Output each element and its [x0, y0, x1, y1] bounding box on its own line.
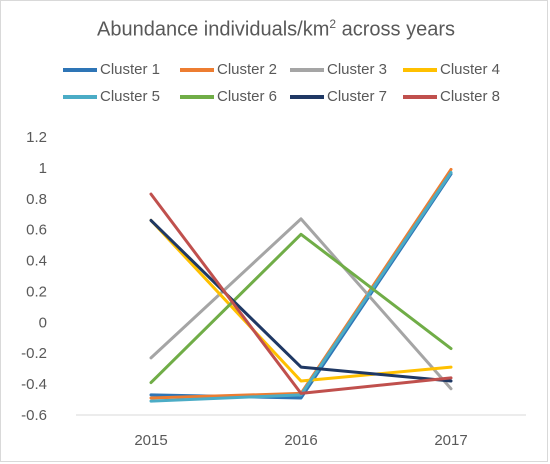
y-tick-label: -0.2 [21, 345, 47, 362]
x-tick-label: 2016 [284, 432, 317, 449]
y-tick-label: 0.2 [26, 283, 47, 300]
legend-item-cluster-2: Cluster 2 [180, 61, 290, 78]
series-line-cluster-2 [149, 167, 453, 400]
legend-item-cluster-8: Cluster 8 [403, 88, 513, 105]
y-tick-label: 1.2 [26, 129, 47, 146]
x-tick-label: 2015 [134, 432, 167, 449]
chart-legend: Cluster 1 Cluster 2 Cluster 3 Cluster 4 … [63, 61, 513, 105]
chart-title: Abundance individuals/km2 across years [1, 17, 550, 42]
legend-label: Cluster 7 [327, 88, 388, 105]
y-tick-label: 0.4 [26, 253, 47, 270]
legend-label: Cluster 3 [327, 61, 388, 78]
series-line-cluster-8 [149, 192, 453, 395]
legend-label: Cluster 4 [440, 61, 501, 78]
legend-label: Cluster 5 [100, 88, 161, 105]
legend-swatch [403, 67, 437, 72]
series-line-cluster-6 [149, 232, 453, 385]
y-tick-label: -0.4 [21, 376, 47, 393]
x-tick-label: 2017 [434, 432, 467, 449]
legend-item-cluster-1: Cluster 1 [63, 61, 180, 78]
legend-swatch [290, 67, 324, 72]
legend-label: Cluster 8 [440, 88, 501, 105]
legend-label: Cluster 6 [217, 88, 278, 105]
series-line-cluster-7 [149, 218, 453, 383]
legend-swatch [63, 67, 97, 72]
chart-title-main: Abundance individuals/km [97, 18, 330, 41]
series-line-cluster-1 [149, 172, 453, 400]
legend-label: Cluster 2 [217, 61, 278, 78]
legend-item-cluster-6: Cluster 6 [180, 88, 290, 105]
legend-swatch [403, 94, 437, 99]
legend-item-cluster-3: Cluster 3 [290, 61, 403, 78]
y-tick-label: 0 [39, 314, 47, 331]
legend-swatch [290, 94, 324, 99]
y-tick-label: 0.6 [26, 222, 47, 239]
chart-title-rest: across years [336, 18, 455, 41]
legend-swatch [63, 94, 97, 99]
series-line-cluster-4 [149, 218, 453, 383]
series-line-cluster-3 [149, 217, 453, 391]
y-tick-label: 1 [39, 160, 47, 177]
legend-item-cluster-4: Cluster 4 [403, 61, 513, 78]
y-tick-label: -0.6 [21, 407, 47, 424]
legend-item-cluster-5: Cluster 5 [63, 88, 180, 105]
y-tick-label: 0.8 [26, 191, 47, 208]
legend-label: Cluster 1 [100, 61, 161, 78]
legend-item-cluster-7: Cluster 7 [290, 88, 403, 105]
legend-swatch [180, 94, 214, 99]
chart-title-superscript: 2 [329, 17, 337, 31]
legend-swatch [180, 67, 214, 72]
